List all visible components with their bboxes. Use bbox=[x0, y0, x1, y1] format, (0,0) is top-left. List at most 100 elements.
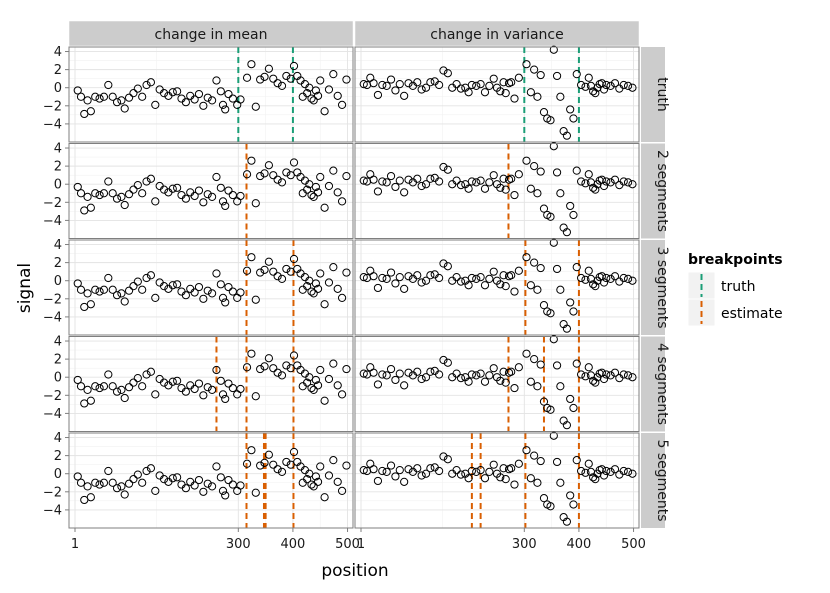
data-point bbox=[464, 88, 473, 97]
data-point bbox=[464, 184, 473, 193]
data-point bbox=[251, 199, 260, 208]
data-point bbox=[76, 285, 86, 294]
data-point bbox=[395, 369, 404, 378]
data-point bbox=[552, 457, 562, 467]
data-point bbox=[549, 45, 558, 54]
data-point bbox=[242, 459, 252, 468]
data-point bbox=[273, 79, 282, 88]
data-point bbox=[269, 74, 278, 83]
data-point bbox=[426, 271, 435, 280]
data-point bbox=[606, 467, 615, 477]
data-point bbox=[439, 162, 448, 172]
data-point bbox=[129, 475, 138, 484]
data-point bbox=[117, 96, 126, 105]
data-point bbox=[173, 183, 182, 192]
data-point bbox=[260, 169, 269, 178]
x-tick-label: 400 bbox=[567, 537, 592, 552]
data-point bbox=[273, 368, 282, 377]
data-point bbox=[426, 464, 435, 473]
data-point bbox=[112, 98, 122, 107]
data-point bbox=[569, 210, 578, 220]
data-point bbox=[303, 282, 312, 291]
data-point bbox=[173, 87, 182, 96]
data-point bbox=[337, 486, 347, 496]
data-point bbox=[316, 269, 325, 278]
x-tick-label: 400 bbox=[281, 537, 306, 552]
data-point bbox=[452, 369, 461, 378]
legend-title: breakpoints bbox=[688, 252, 783, 268]
data-point bbox=[533, 92, 542, 101]
data-point bbox=[264, 354, 273, 363]
data-point bbox=[623, 371, 633, 380]
data-point bbox=[303, 89, 312, 98]
panel-0-0 bbox=[68, 46, 354, 143]
data-point bbox=[251, 392, 260, 401]
data-point bbox=[333, 381, 342, 390]
data-point bbox=[599, 278, 609, 287]
data-point bbox=[194, 282, 204, 292]
data-point bbox=[556, 478, 565, 487]
data-point bbox=[104, 80, 113, 90]
data-point bbox=[526, 88, 535, 97]
data-point bbox=[168, 281, 177, 290]
data-point bbox=[591, 378, 600, 387]
data-point bbox=[203, 190, 212, 199]
data-point bbox=[569, 403, 578, 413]
data-point bbox=[391, 182, 400, 192]
data-point bbox=[369, 79, 378, 88]
data-point bbox=[194, 186, 204, 195]
data-point bbox=[628, 180, 637, 189]
data-point bbox=[181, 291, 190, 300]
data-point bbox=[536, 360, 545, 369]
data-point bbox=[282, 264, 291, 274]
data-point bbox=[514, 73, 523, 82]
data-point bbox=[413, 174, 422, 183]
data-point bbox=[606, 371, 615, 380]
data-point bbox=[207, 482, 217, 491]
data-point bbox=[533, 478, 542, 487]
data-point bbox=[456, 181, 466, 190]
data-point bbox=[309, 96, 318, 105]
data-point bbox=[342, 171, 351, 181]
data-point bbox=[112, 291, 122, 300]
y-tick-label: 2 bbox=[54, 160, 62, 175]
data-point bbox=[584, 266, 593, 275]
data-point bbox=[242, 73, 252, 82]
data-point bbox=[190, 191, 199, 201]
row-strip-label: truth bbox=[654, 77, 670, 111]
data-point bbox=[610, 79, 620, 88]
row-strip bbox=[641, 336, 665, 432]
data-point bbox=[359, 369, 368, 378]
data-point bbox=[546, 502, 555, 511]
data-point bbox=[602, 466, 611, 476]
data-point bbox=[378, 370, 387, 379]
data-point bbox=[510, 480, 519, 489]
y-tick-label: −2 bbox=[43, 196, 62, 211]
data-point bbox=[247, 253, 256, 262]
data-point bbox=[536, 70, 545, 80]
y-tick-label: −4 bbox=[43, 503, 62, 518]
data-point bbox=[112, 484, 122, 493]
column-strip bbox=[68, 20, 354, 47]
data-point bbox=[309, 385, 318, 394]
data-point bbox=[95, 480, 104, 489]
data-point bbox=[391, 375, 400, 385]
data-point bbox=[566, 491, 575, 500]
data-point bbox=[282, 71, 291, 81]
data-point bbox=[207, 289, 217, 298]
data-point bbox=[324, 471, 334, 480]
data-point bbox=[142, 177, 151, 186]
data-point bbox=[539, 204, 549, 213]
x-tick-label: 500 bbox=[335, 537, 360, 552]
data-point bbox=[138, 382, 147, 391]
data-point bbox=[112, 387, 122, 396]
data-point bbox=[472, 178, 481, 187]
data-point bbox=[577, 273, 586, 283]
data-point bbox=[73, 182, 82, 192]
data-point bbox=[221, 394, 230, 404]
panel-0-4 bbox=[68, 432, 354, 529]
data-point bbox=[73, 86, 82, 95]
data-point bbox=[546, 309, 555, 318]
data-point bbox=[129, 89, 138, 98]
data-point bbox=[480, 184, 490, 193]
